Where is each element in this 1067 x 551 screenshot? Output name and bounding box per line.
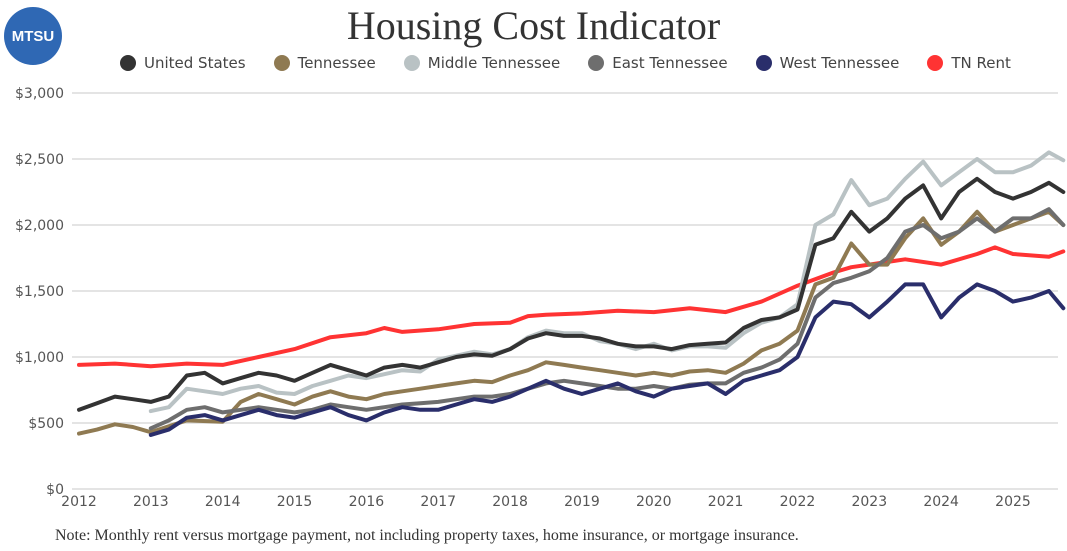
x-tick-label: 2023 bbox=[851, 494, 887, 510]
legend-label: East Tennessee bbox=[612, 54, 728, 72]
legend-marker bbox=[120, 55, 136, 71]
y-tick-label: $500 bbox=[28, 416, 64, 432]
x-tick-label: 2024 bbox=[923, 494, 959, 510]
legend-marker bbox=[403, 55, 420, 71]
y-tick-label: $0 bbox=[46, 482, 64, 498]
series-line-west-tennessee bbox=[148, 282, 1066, 437]
legend: United States Tennessee Middle Tennessee Ea… bbox=[120, 54, 1011, 72]
series-line-tn-rent bbox=[77, 245, 1066, 369]
logo-text: MTSU bbox=[11, 27, 55, 45]
legend-label: Middle Tennessee bbox=[427, 54, 561, 72]
legend-marker bbox=[588, 55, 605, 71]
x-tick-label: 2020 bbox=[636, 494, 672, 510]
x-tick-label: 2017 bbox=[420, 494, 456, 510]
x-tick-label: 2019 bbox=[564, 494, 600, 510]
legend-item: TN Rent bbox=[927, 54, 1011, 72]
x-tick-label: 2016 bbox=[349, 494, 385, 510]
x-tick-label: 2012 bbox=[61, 494, 97, 510]
legend-label: West Tennessee bbox=[779, 54, 900, 72]
series-line-tennessee bbox=[77, 209, 1066, 436]
mtsu-logo: MTSU bbox=[4, 7, 62, 65]
x-tick-label: 2014 bbox=[205, 494, 241, 510]
x-tick-label: 2015 bbox=[277, 494, 313, 510]
legend-item: East Tennessee bbox=[588, 54, 728, 72]
series-line-united-states bbox=[77, 176, 1066, 412]
legend-item: United States bbox=[120, 54, 246, 72]
y-tick-label: $2,000 bbox=[15, 218, 64, 234]
legend-item: West Tennessee bbox=[755, 54, 900, 72]
legend-item: Tennessee bbox=[273, 54, 376, 72]
legend-item: Middle Tennessee bbox=[403, 54, 561, 72]
chart-note: Note: Monthly rent versus mortgage payme… bbox=[55, 527, 799, 544]
x-tick-label: 2021 bbox=[708, 494, 744, 510]
legend-marker bbox=[755, 55, 772, 71]
x-tick-label: 2018 bbox=[492, 494, 528, 510]
legend-label: Tennessee bbox=[297, 54, 376, 72]
x-tick-label: 2022 bbox=[780, 494, 816, 510]
chart-title: Housing Cost Indicator bbox=[346, 3, 721, 48]
legend-marker bbox=[273, 55, 290, 71]
y-tick-label: $1,000 bbox=[15, 350, 64, 366]
legend-label: TN Rent bbox=[951, 54, 1011, 72]
legend-label: United States bbox=[144, 54, 246, 72]
x-tick-label: 2025 bbox=[995, 494, 1031, 510]
x-tick-label: 2013 bbox=[133, 494, 169, 510]
y-tick-label: $3,000 bbox=[15, 86, 64, 102]
legend-marker bbox=[927, 55, 944, 71]
y-tick-label: $1,500 bbox=[15, 284, 64, 300]
y-tick-label: $2,500 bbox=[15, 152, 64, 168]
